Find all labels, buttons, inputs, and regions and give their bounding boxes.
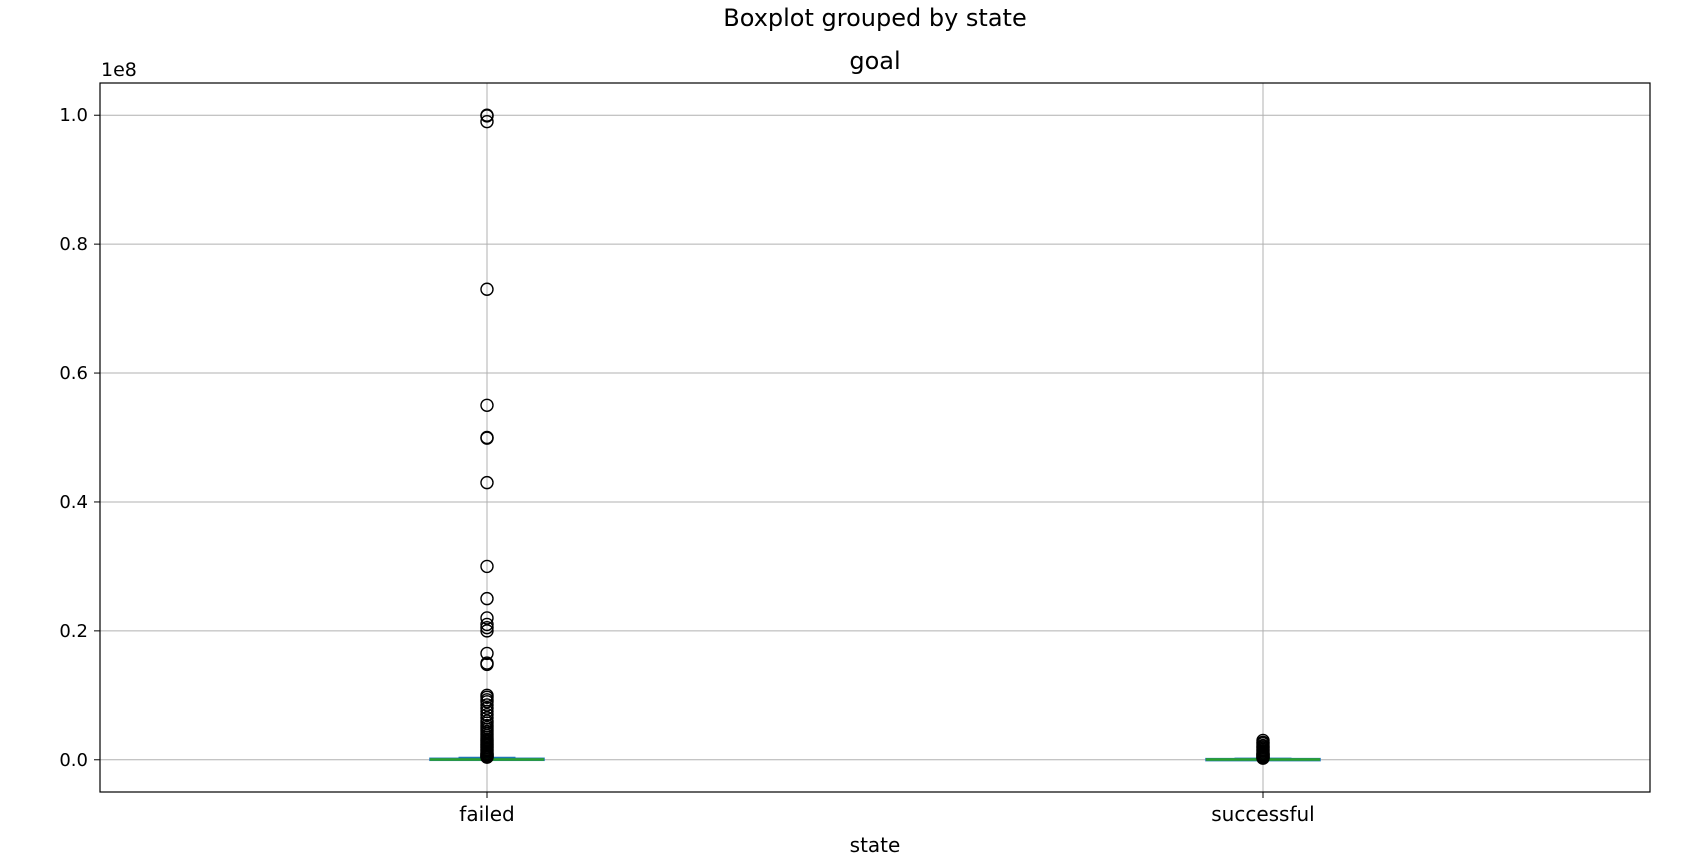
outliers	[480, 108, 1270, 765]
x-tick-label-successful: successful	[1211, 802, 1315, 826]
outlier-point	[480, 646, 494, 661]
outlier-point	[480, 707, 494, 722]
outlier-point	[480, 701, 494, 715]
outlier-point	[480, 591, 494, 606]
outlier-point	[480, 282, 494, 296]
outlier-point	[480, 695, 494, 709]
y-tick-label: 1.0	[59, 105, 88, 126]
outliers-successful	[1256, 733, 1270, 765]
x-axis-ticks: failed successful	[459, 792, 1315, 826]
chart-title: goal	[849, 47, 900, 75]
outlier-point	[480, 750, 494, 764]
outlier-point	[480, 114, 494, 129]
plot-area-frame	[99, 82, 1651, 793]
x-tick-label-failed: failed	[459, 802, 514, 826]
outlier-point	[480, 559, 494, 574]
x-axis-label: state	[850, 833, 901, 857]
outlier-point	[480, 611, 494, 625]
outlier-point	[480, 475, 494, 490]
outlier-point	[480, 617, 494, 632]
outlier-point	[480, 398, 494, 412]
figure-suptitle: Boxplot grouped by state	[723, 4, 1026, 32]
outlier-point	[480, 620, 494, 635]
outlier-point	[480, 109, 494, 123]
outlier-point	[480, 698, 494, 712]
y-axis-multiplier: 1e8	[101, 59, 137, 81]
outlier-point	[480, 431, 494, 445]
y-tick-label: 0.0	[59, 750, 88, 771]
grid-lines	[100, 83, 1650, 792]
y-tick-label: 0.4	[59, 492, 88, 513]
outliers-failed	[480, 108, 494, 764]
outlier-point	[480, 624, 494, 638]
outlier-point	[1256, 751, 1270, 765]
y-tick-label: 0.2	[59, 621, 88, 642]
y-tick-label: 0.6	[59, 363, 88, 384]
outlier-point	[480, 657, 494, 672]
y-axis-ticks: 0.0 0.2 0.4 0.6 0.8 1.0	[59, 105, 100, 771]
y-tick-label: 0.8	[59, 234, 88, 255]
